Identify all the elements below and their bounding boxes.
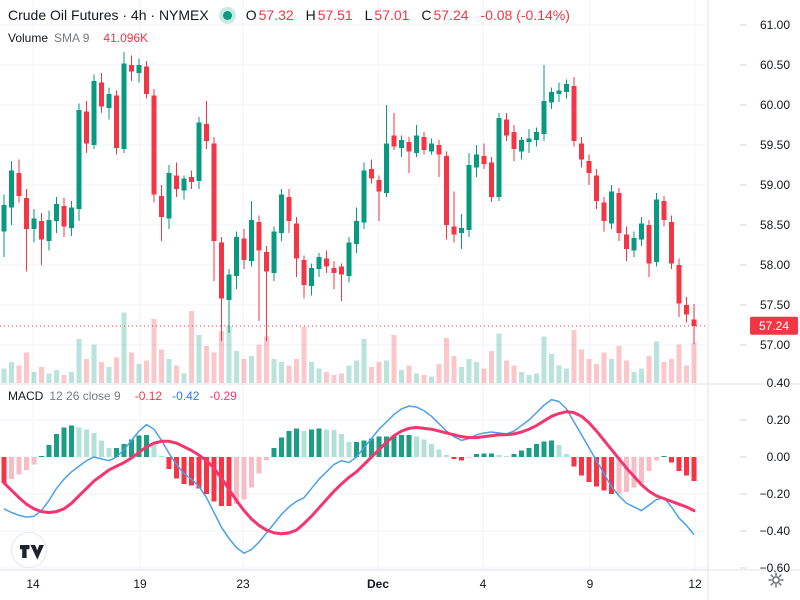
last-price-badge: 57.24 bbox=[759, 319, 789, 333]
ohlc-values: O 57.32 H 57.51 L 57.01 C 57.24 -0.08 (-0.14… bbox=[246, 7, 572, 23]
price-axis-label: 0.00 bbox=[766, 450, 790, 464]
price-axis-label: 0.40 bbox=[766, 376, 790, 390]
price-axis-label: 60.00 bbox=[759, 98, 790, 112]
time-axis-label: 19 bbox=[133, 577, 147, 591]
volume-sma-label: SMA 9 bbox=[54, 31, 90, 45]
price-axis-label: 59.00 bbox=[759, 178, 790, 192]
time-axis-label: 12 bbox=[688, 577, 702, 591]
macd-hist-value: -0.12 bbox=[134, 389, 163, 403]
symbol-title[interactable]: Crude Oil Futures · 4h · NYMEX bbox=[8, 7, 209, 23]
price-axis-label: 60.50 bbox=[759, 58, 790, 72]
time-axis[interactable]: 14 19 23 Dec 4 9 12 bbox=[0, 570, 708, 600]
time-axis-label: Dec bbox=[366, 577, 390, 591]
price-axis-label: −0.60 bbox=[759, 561, 790, 575]
price-axis-label: 58.00 bbox=[759, 258, 790, 272]
price-axis-label: 57.00 bbox=[759, 338, 790, 352]
tradingview-logo[interactable] bbox=[10, 531, 48, 569]
high-value: 57.51 bbox=[317, 7, 353, 23]
open-label: O bbox=[245, 7, 257, 23]
volume-legend-row[interactable]: Volume SMA 9 41.096K bbox=[8, 31, 148, 45]
time-axis-label: 14 bbox=[26, 577, 40, 591]
price-axis-label: 57.50 bbox=[759, 298, 790, 312]
high-label: H bbox=[305, 7, 316, 23]
macd-signal-value: -0.29 bbox=[209, 389, 237, 403]
time-axis-label: 9 bbox=[586, 577, 594, 591]
change-value: -0.08 (-0.14%) bbox=[480, 7, 570, 23]
price-axis[interactable]: 61.00 60.50 60.00 59.50 59.00 58.50 58.00 57.50… bbox=[708, 0, 800, 575]
price-axis-label: 59.50 bbox=[759, 138, 790, 152]
price-axis-label: −0.20 bbox=[759, 487, 790, 501]
time-axis-label: 23 bbox=[236, 577, 250, 591]
close-label: C bbox=[421, 7, 432, 23]
close-value: 57.24 bbox=[433, 7, 469, 23]
macd-params: 12 26 close 9 bbox=[49, 389, 121, 403]
open-value: 57.32 bbox=[258, 7, 294, 23]
price-axis-label: 0.20 bbox=[766, 413, 790, 427]
price-axis-label: 61.00 bbox=[759, 18, 790, 32]
settings-gear-icon[interactable] bbox=[768, 572, 784, 588]
volume-label: Volume bbox=[8, 31, 49, 45]
time-axis-label: 4 bbox=[479, 577, 487, 591]
macd-legend-row[interactable]: MACD 12 26 close 9 -0.12 -0.42 -0.29 bbox=[8, 389, 237, 403]
macd-label: MACD bbox=[8, 389, 44, 403]
low-label: L bbox=[364, 7, 373, 23]
volume-value: 41.096K bbox=[103, 31, 149, 45]
price-axis-label: 58.50 bbox=[759, 218, 790, 232]
low-value: 57.01 bbox=[374, 7, 410, 23]
price-axis-label: −0.40 bbox=[759, 524, 790, 538]
macd-line-value: -0.42 bbox=[172, 389, 200, 403]
market-status-dot-icon bbox=[222, 10, 232, 20]
